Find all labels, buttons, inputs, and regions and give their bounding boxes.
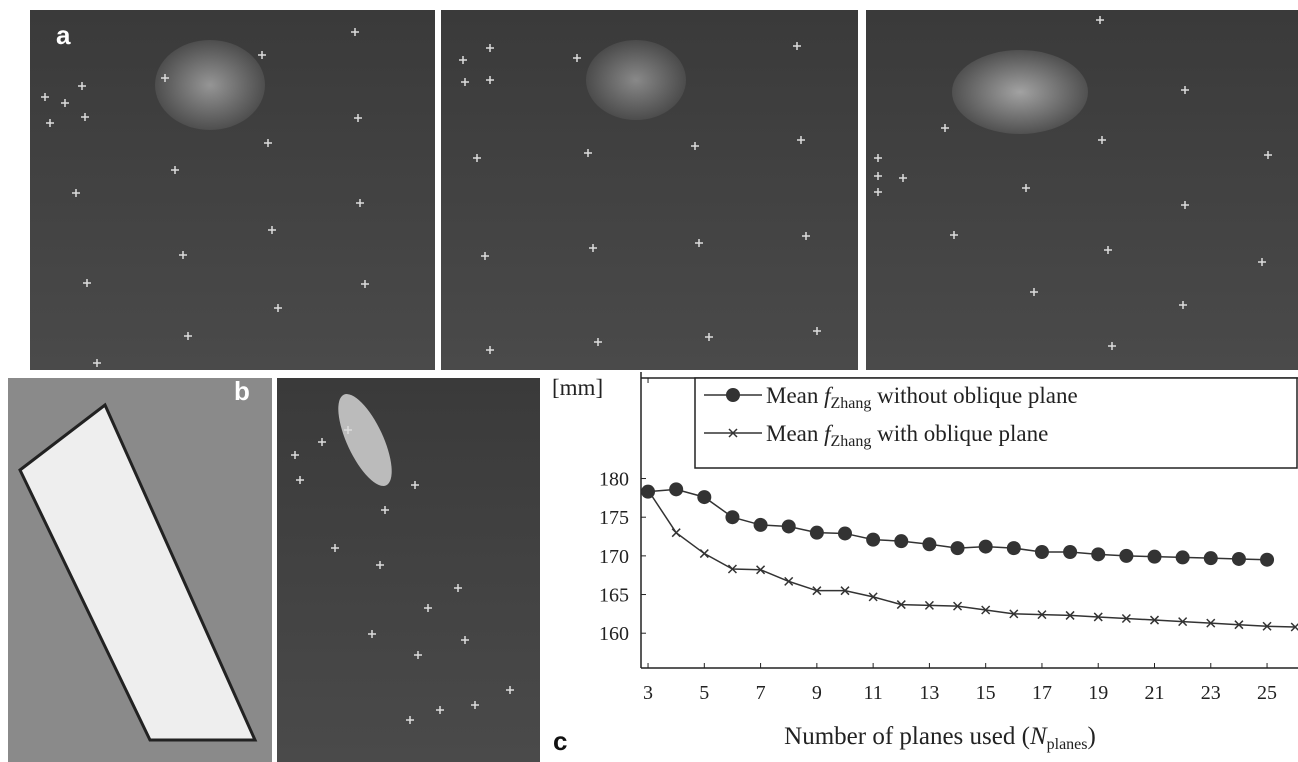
suction-cup — [586, 40, 686, 120]
x-axis-label-close: ) — [1088, 723, 1096, 750]
legend-text: without oblique plane — [871, 383, 1077, 408]
x-axis-label-var: N — [1029, 723, 1048, 750]
point — [1260, 553, 1274, 567]
point — [785, 577, 793, 585]
x-tick-label: 7 — [756, 682, 766, 704]
point — [1035, 545, 1049, 559]
x-tick-label: 5 — [699, 682, 709, 704]
y-tick-label: 160 — [599, 623, 629, 645]
x-tick-label: 21 — [1145, 682, 1165, 704]
y-tick-label: 175 — [599, 507, 629, 529]
point — [700, 550, 708, 558]
figure: a b c [mm] 160 165 170 175 180 3 5 7 9 11 13 15 17 19 2… — [0, 0, 1298, 762]
y-tick-label: 170 — [599, 546, 629, 568]
xray-image — [277, 378, 540, 762]
x-tick-label: 9 — [812, 682, 822, 704]
point — [782, 519, 796, 533]
point — [1148, 550, 1162, 564]
x-tick-label: 25 — [1257, 682, 1277, 704]
xray-image — [866, 10, 1298, 370]
point — [866, 533, 880, 547]
point — [894, 534, 908, 548]
panel-label: a — [56, 20, 71, 50]
point — [697, 490, 711, 504]
point — [672, 529, 680, 537]
point — [810, 526, 824, 540]
point — [1204, 551, 1218, 565]
point — [979, 540, 993, 554]
panel-label: c — [553, 726, 567, 756]
point — [754, 518, 768, 532]
suction-cup — [155, 40, 265, 130]
x-axis-label-sub: planes — [1047, 736, 1088, 753]
point — [725, 510, 739, 524]
legend-text: Mean — [766, 383, 824, 408]
point — [1176, 550, 1190, 564]
legend-marker — [726, 388, 740, 402]
x-axis-label-text: Number of planes used ( — [784, 723, 1030, 750]
point — [922, 537, 936, 551]
panel-label: b — [234, 376, 250, 406]
x-tick-label: 15 — [976, 682, 996, 704]
x-axis-label: Number of planes used (Nplanes) — [784, 723, 1096, 753]
y-tick-label: 165 — [599, 585, 629, 607]
legend-sub: Zhang — [831, 433, 872, 450]
legend-text: Mean — [766, 421, 824, 446]
point — [669, 482, 683, 496]
legend-label: Mean fZhang without oblique plane — [766, 383, 1078, 412]
point — [951, 541, 965, 555]
x-tick-label: 17 — [1032, 682, 1052, 704]
suction-cup — [952, 50, 1088, 134]
point — [1007, 541, 1021, 555]
x-tick-label: 13 — [919, 682, 939, 704]
point — [1091, 547, 1105, 561]
legend-text: with oblique plane — [871, 421, 1048, 446]
point — [1119, 549, 1133, 563]
legend-sub: Zhang — [831, 395, 872, 412]
y-unit-label: [mm] — [552, 375, 603, 400]
point — [1063, 545, 1077, 559]
x-tick-label: 3 — [643, 682, 653, 704]
y-tick-label: 180 — [599, 469, 629, 491]
x-tick-label: 19 — [1088, 682, 1108, 704]
x-tick-label: 11 — [863, 682, 882, 704]
point — [838, 526, 852, 540]
point — [1232, 552, 1246, 566]
x-tick-label: 23 — [1201, 682, 1221, 704]
legend-label: Mean fZhang with oblique plane — [766, 421, 1048, 450]
